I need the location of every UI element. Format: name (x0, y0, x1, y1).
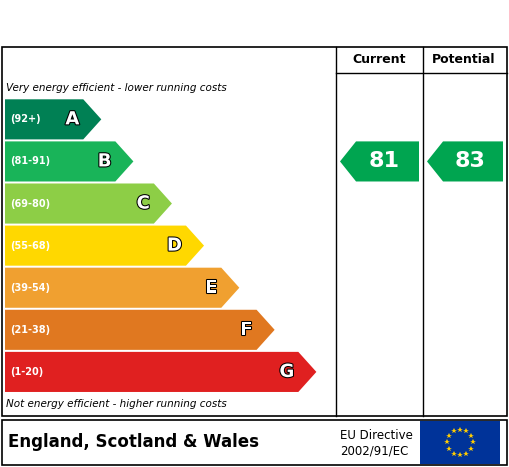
Text: E: E (205, 279, 217, 297)
Text: (81-91): (81-91) (10, 156, 50, 166)
Text: (55-68): (55-68) (10, 241, 50, 251)
Text: D: D (167, 237, 182, 255)
Text: (69-80): (69-80) (10, 198, 50, 209)
Text: (1-20): (1-20) (10, 367, 43, 377)
Bar (420, 421, 500, 464)
Polygon shape (5, 184, 172, 224)
Polygon shape (427, 142, 503, 182)
Polygon shape (5, 352, 317, 392)
Text: (21-38): (21-38) (10, 325, 50, 335)
Polygon shape (5, 310, 275, 350)
Text: (39-54): (39-54) (10, 283, 50, 293)
Text: (92+): (92+) (10, 114, 41, 124)
Polygon shape (340, 142, 419, 182)
Polygon shape (5, 99, 101, 139)
Text: England, Scotland & Wales: England, Scotland & Wales (8, 433, 259, 452)
Text: Very energy efficient - lower running costs: Very energy efficient - lower running co… (6, 83, 227, 93)
Polygon shape (5, 142, 133, 182)
Text: C: C (136, 195, 150, 212)
Text: Not energy efficient - higher running costs: Not energy efficient - higher running co… (6, 399, 227, 409)
Text: 81: 81 (369, 151, 400, 171)
Polygon shape (5, 226, 204, 266)
Text: Potential: Potential (432, 53, 496, 66)
Text: F: F (240, 321, 252, 339)
Text: 2002/91/EC: 2002/91/EC (340, 445, 408, 458)
Text: B: B (98, 152, 111, 170)
Text: 83: 83 (455, 151, 485, 171)
Text: Current: Current (353, 53, 406, 66)
Text: Energy Efficiency Rating: Energy Efficiency Rating (82, 11, 427, 35)
Polygon shape (5, 268, 239, 308)
Text: G: G (279, 363, 294, 381)
Text: EU Directive: EU Directive (340, 429, 413, 442)
Text: A: A (65, 110, 79, 128)
